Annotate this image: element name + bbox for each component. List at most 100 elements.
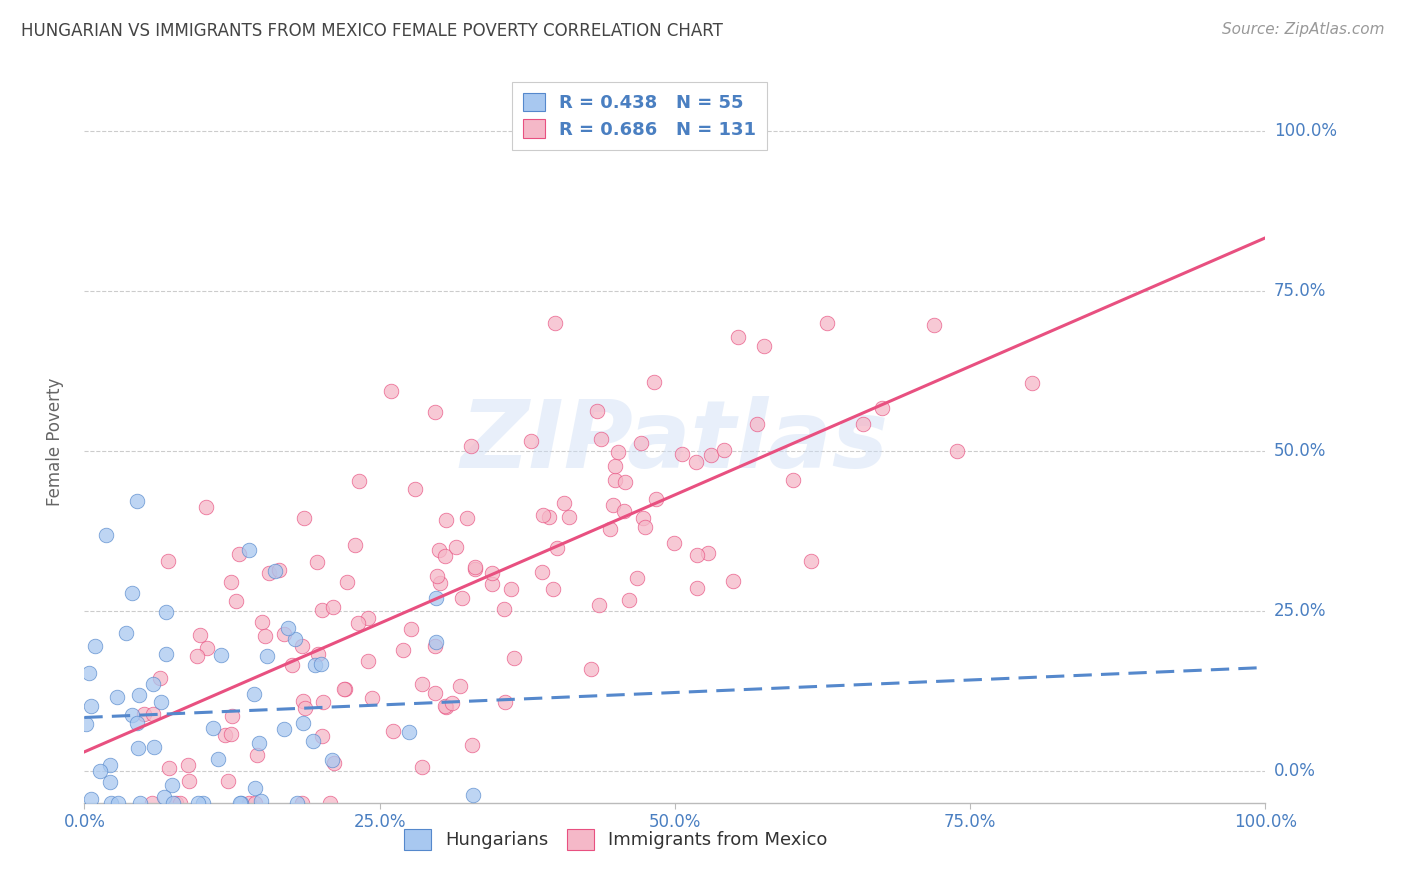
Point: [425, 634, 447, 648]
Point: [634, 519, 657, 533]
Point: [752, 339, 775, 353]
Point: [121, 708, 143, 723]
Point: [664, 536, 686, 550]
Point: [425, 591, 447, 605]
Point: [309, 657, 332, 671]
Point: [301, 734, 323, 748]
Point: [461, 788, 484, 802]
Point: [461, 738, 484, 752]
Point: [254, 629, 277, 643]
Point: [273, 627, 295, 641]
Point: [599, 522, 621, 536]
Point: [165, 796, 187, 810]
Point: [250, 615, 273, 629]
Point: [481, 566, 503, 580]
Point: [107, 796, 129, 810]
Point: [586, 404, 609, 418]
Point: [433, 699, 456, 714]
Point: [177, 774, 200, 789]
Point: [382, 724, 405, 739]
Point: [411, 677, 433, 691]
Point: [450, 591, 472, 605]
Point: [870, 401, 893, 415]
Point: [291, 639, 314, 653]
Point: [619, 593, 641, 607]
Point: [361, 690, 384, 705]
Point: [800, 554, 823, 568]
Point: [243, 687, 266, 701]
Point: [347, 474, 370, 488]
Point: [380, 384, 402, 399]
Point: [269, 564, 291, 578]
Point: [644, 492, 666, 507]
Point: [411, 760, 433, 774]
Point: [229, 796, 252, 810]
Point: [209, 648, 232, 662]
Point: [186, 649, 208, 664]
Point: [322, 756, 344, 770]
Point: [945, 444, 967, 458]
Point: [229, 796, 252, 810]
Y-axis label: Female Poverty: Female Poverty: [45, 377, 63, 506]
Point: [544, 316, 567, 330]
Point: [264, 564, 287, 578]
Text: 0.0%: 0.0%: [1274, 762, 1316, 780]
Point: [322, 599, 344, 614]
Point: [460, 440, 482, 454]
Point: [225, 594, 247, 608]
Text: 75.0%: 75.0%: [1274, 282, 1326, 301]
Point: [626, 571, 648, 585]
Point: [588, 599, 610, 613]
Point: [141, 796, 163, 810]
Point: [1021, 376, 1043, 391]
Point: [464, 562, 486, 576]
Point: [546, 541, 568, 556]
Point: [346, 615, 368, 630]
Point: [697, 546, 720, 560]
Point: [333, 681, 356, 696]
Point: [553, 496, 575, 510]
Text: 25.0%: 25.0%: [1274, 602, 1326, 620]
Point: [307, 555, 329, 569]
Text: Source: ZipAtlas.com: Source: ZipAtlas.com: [1222, 22, 1385, 37]
Point: [75, 717, 97, 731]
Point: [157, 761, 180, 775]
Point: [187, 796, 209, 810]
Point: [153, 790, 176, 805]
Point: [427, 543, 450, 558]
Point: [423, 404, 446, 418]
Point: [449, 679, 471, 693]
Point: [128, 689, 150, 703]
Point: [195, 640, 218, 655]
Point: [96, 527, 118, 541]
Point: [494, 695, 516, 709]
Point: [332, 682, 354, 697]
Point: [160, 778, 183, 792]
Point: [98, 775, 121, 789]
Point: [207, 751, 229, 765]
Point: [336, 574, 359, 589]
Point: [79, 698, 101, 713]
Point: [643, 376, 665, 390]
Point: [157, 554, 180, 568]
Point: [245, 780, 267, 795]
Point: [228, 547, 250, 561]
Point: [294, 701, 316, 715]
Point: [922, 318, 945, 333]
Point: [321, 753, 343, 767]
Point: [257, 566, 280, 581]
Point: [188, 628, 211, 642]
Point: [436, 699, 458, 714]
Point: [631, 511, 654, 525]
Point: [291, 796, 314, 810]
Point: [273, 723, 295, 737]
Point: [391, 642, 413, 657]
Point: [238, 796, 260, 810]
Point: [221, 709, 243, 723]
Point: [357, 654, 380, 668]
Point: [399, 622, 422, 636]
Point: [589, 432, 612, 446]
Point: [503, 651, 526, 665]
Text: ZIPatlas: ZIPatlas: [461, 395, 889, 488]
Point: [221, 575, 243, 590]
